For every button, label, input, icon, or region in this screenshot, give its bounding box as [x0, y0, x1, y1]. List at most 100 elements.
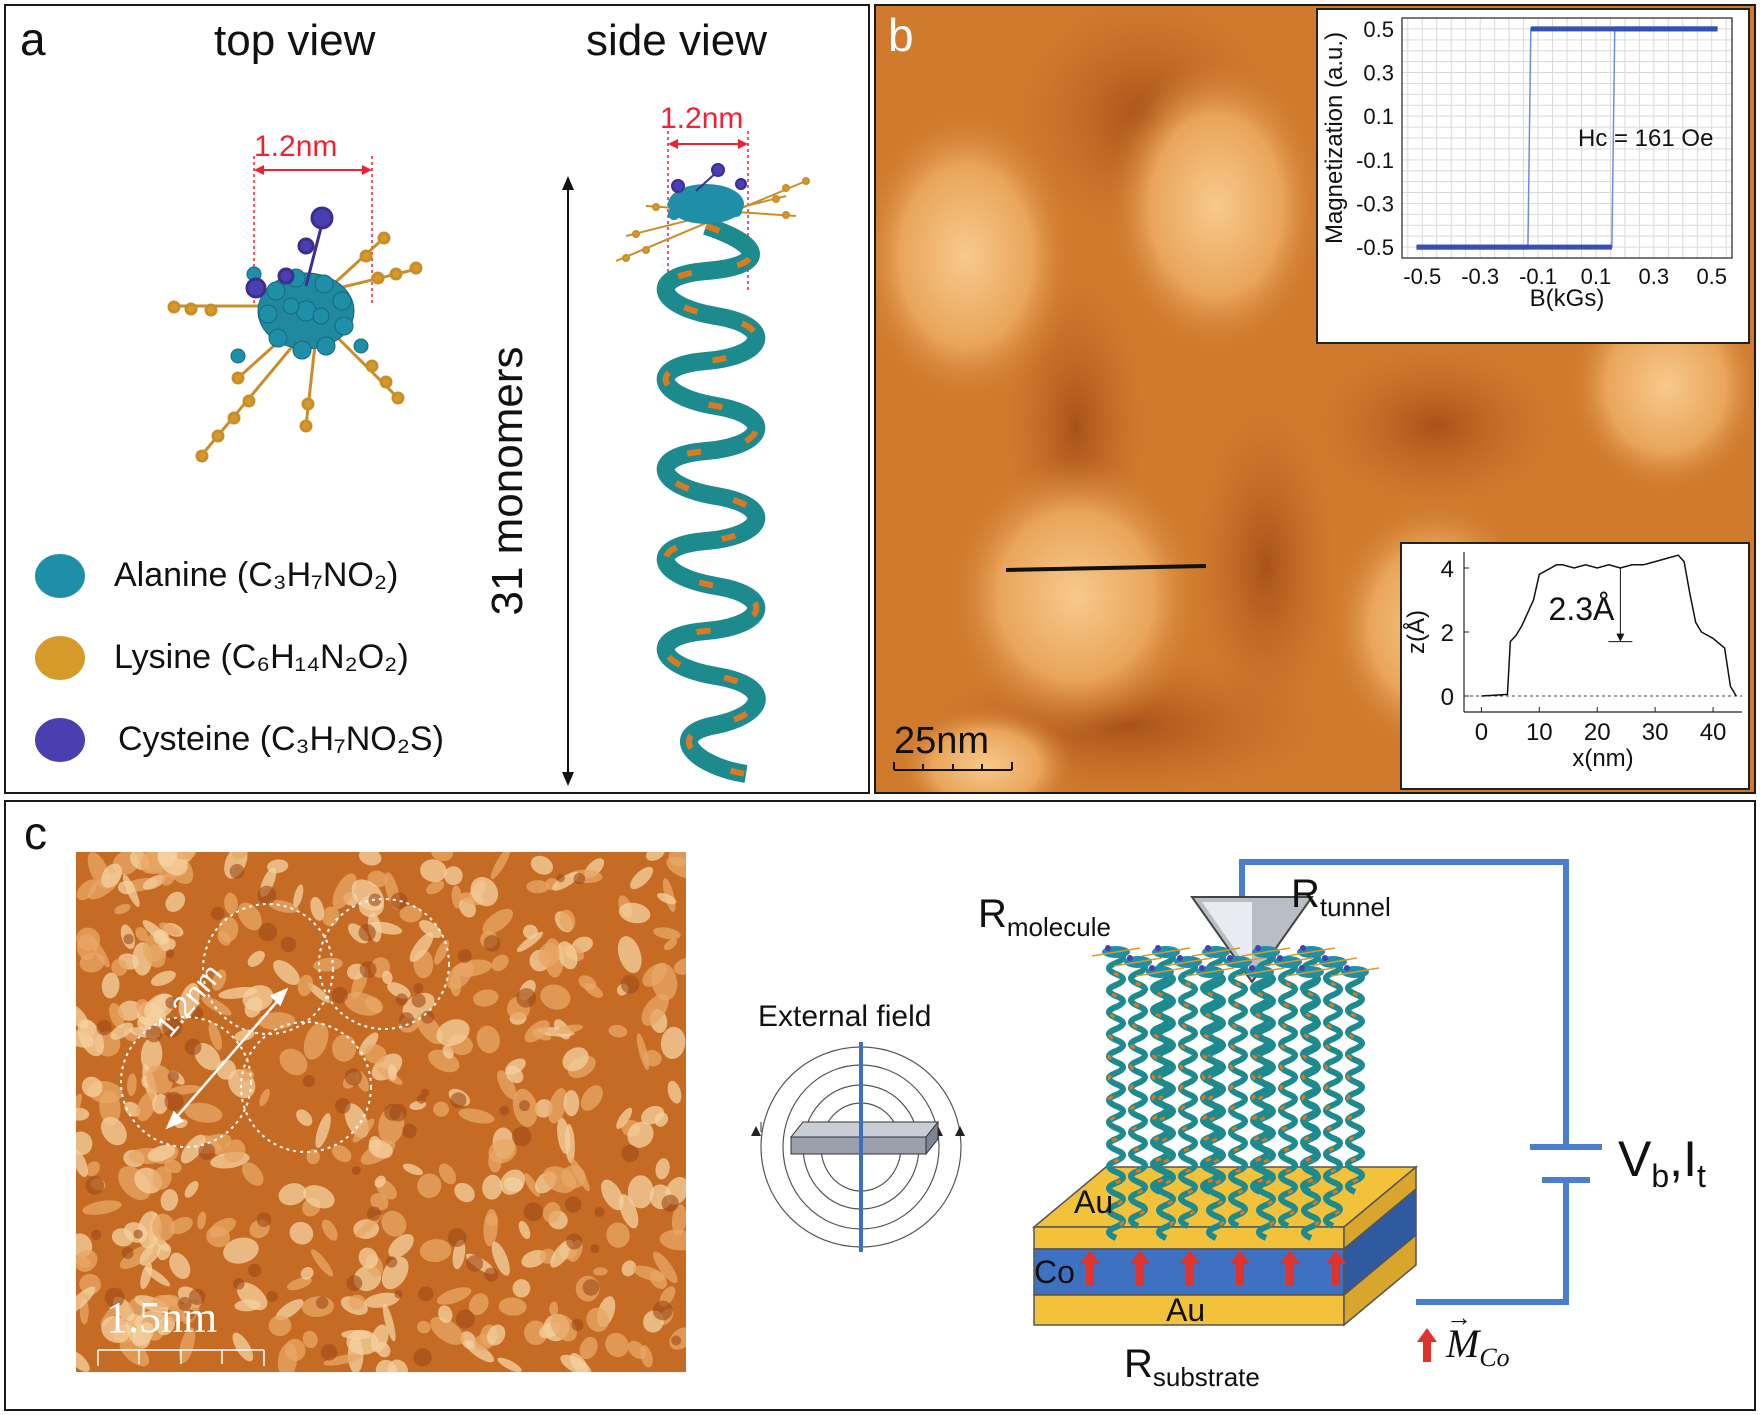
stm-feature: [630, 866, 654, 890]
stm-feature: [76, 1349, 90, 1372]
stm-feature: [488, 1138, 517, 1164]
stm-pit: [233, 1278, 245, 1290]
helix-molecule: [1300, 969, 1320, 1195]
stm-feature: [76, 1149, 88, 1178]
stm-feature: [135, 927, 149, 942]
stm-feature: [651, 962, 678, 1001]
stm-feature: [364, 1044, 387, 1064]
stm-feature: [491, 954, 509, 972]
stm-pit: [594, 1207, 605, 1218]
stm-feature: [101, 1315, 131, 1343]
stm-pit: [582, 1279, 600, 1296]
stm-feature: [649, 1270, 668, 1289]
stm-feature: [169, 1252, 191, 1280]
stm-feature: [241, 1162, 264, 1186]
stm-feature: [530, 855, 554, 875]
stm-feature: [490, 852, 511, 880]
stm-feature: [382, 1303, 396, 1342]
stm-texture: [76, 852, 686, 1372]
stm-feature: [110, 1022, 134, 1040]
y-axis-label: z(Å): [1402, 610, 1430, 654]
stm-feature: [161, 873, 175, 886]
stm-pit: [185, 1309, 195, 1320]
stm-feature: [259, 1088, 270, 1107]
stm-pit: [620, 974, 640, 994]
stm-feature: [444, 866, 463, 886]
panel-c-label: c: [24, 807, 47, 859]
stm-feature: [430, 1316, 464, 1345]
stm-feature: [368, 1139, 393, 1159]
stm-feature: [218, 916, 239, 943]
stm-pit: [384, 1103, 401, 1121]
panel-c: c 1.2nm 1.5nm External field: [4, 800, 1756, 1411]
stm-pit: [280, 936, 296, 953]
stm-pit: [366, 1206, 382, 1221]
stm-feature: [208, 1217, 236, 1238]
profile-line: [1005, 564, 1207, 572]
stm-feature: [601, 1179, 624, 1211]
stm-feature: [561, 1165, 586, 1189]
stm-feature: [468, 1293, 489, 1316]
external-field-label: External field: [758, 1000, 932, 1033]
stm-feature: [523, 924, 538, 939]
stm-feature: [119, 1338, 150, 1367]
stm-pit: [162, 1017, 182, 1038]
lysine-chain: [1191, 947, 1241, 957]
stm-feature: [458, 1108, 495, 1124]
stm-feature: [667, 1080, 682, 1104]
stm-feature: [224, 892, 238, 915]
stm-pit: [198, 1142, 216, 1160]
stm-feature: [313, 957, 343, 972]
stm-feature: [387, 1359, 409, 1372]
y-tick-label: -0.1: [1356, 148, 1394, 173]
stm-feature: [275, 1299, 304, 1321]
stm-feature: [482, 1174, 503, 1200]
stm-pit: [315, 1296, 329, 1309]
stm-feature: [420, 859, 447, 883]
stm-pit: [395, 993, 408, 1006]
stm-feature: [656, 892, 677, 905]
stm-feature: [586, 1307, 610, 1332]
stm-feature: [402, 1163, 424, 1176]
stm-feature: [101, 972, 120, 999]
stm-feature: [482, 908, 514, 935]
lysine-chain: [1091, 947, 1141, 957]
x-tick-label: 0: [1475, 719, 1488, 746]
stm-feature: [201, 996, 232, 1016]
stm-pit: [511, 1126, 532, 1147]
stm-feature: [618, 902, 651, 924]
stm-pit: [331, 986, 348, 1004]
cysteine-tip: [1205, 945, 1211, 951]
cysteine-tip: [1300, 945, 1306, 951]
stm-feature: [284, 1338, 306, 1362]
cysteine-tip: [1227, 955, 1233, 961]
stm-pit: [455, 1309, 475, 1329]
legend-cysteine: Cysteine (C₃H₇NO₂S): [118, 720, 444, 758]
stm-pit: [165, 996, 178, 1009]
stm-feature: [82, 1200, 122, 1215]
stm-feature: [498, 1297, 527, 1316]
stm-pit: [359, 961, 377, 979]
x-tick-label: -0.5: [1403, 264, 1441, 289]
stm-pit: [484, 1267, 499, 1282]
bias-label: Vb,It: [1618, 1131, 1706, 1194]
stm-pit: [346, 1275, 363, 1292]
stm-pit: [358, 923, 376, 942]
stm-pit: [145, 1025, 163, 1043]
circuit-wire-bottom: [1416, 1182, 1569, 1305]
stm-pit: [398, 1012, 415, 1028]
stm-feature: [76, 1286, 96, 1314]
stm-feature: [452, 1239, 466, 1270]
scale-bar-b: [893, 762, 1013, 771]
stm-feature: [538, 942, 560, 967]
y-tick-label: 0.3: [1363, 61, 1394, 86]
stm-feature: [242, 985, 274, 1011]
stm-feature: [540, 984, 571, 1010]
stm-feature: [550, 1313, 577, 1342]
x-tick-label: -0.1: [1519, 264, 1557, 289]
top-view-width-label: 1.2nm: [254, 130, 338, 163]
stm-pit: [164, 1091, 184, 1111]
scale-bar-c-label: 1.5nm: [106, 1293, 218, 1342]
stm-feature: [352, 1118, 375, 1143]
stm-pit: [188, 1288, 206, 1305]
